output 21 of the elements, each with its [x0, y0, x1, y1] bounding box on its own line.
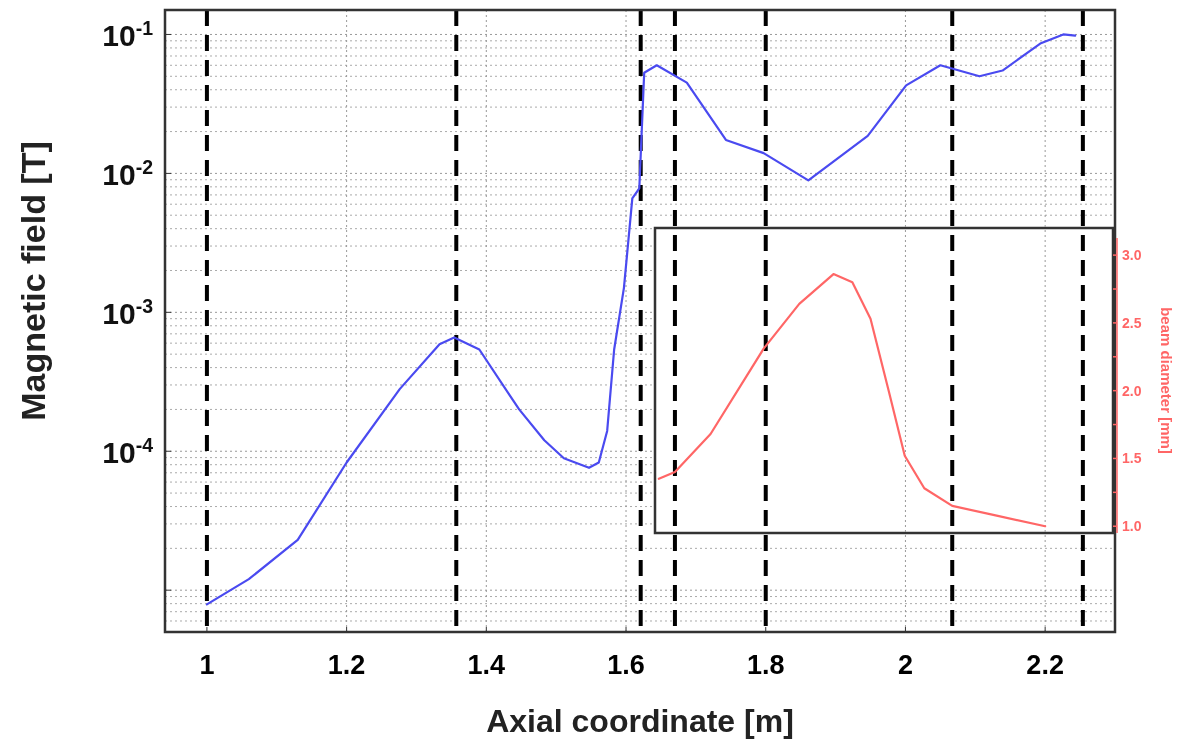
y2-axis-title: beam diameter [mm]: [1158, 307, 1175, 454]
x-tick-label: 1: [199, 650, 215, 680]
y2-tick-label: 3.0: [1122, 247, 1142, 264]
x-tick-label: 1.4: [467, 650, 506, 680]
y-tick-label: 10$^{-2}$: [102, 156, 154, 192]
y2-tick-label: 2.5: [1122, 314, 1142, 331]
x-tick-label: 1.8: [746, 650, 785, 680]
x-axis-title: Axial coordinate [m]: [486, 703, 794, 739]
y2-tick-label: 1.5: [1122, 450, 1142, 467]
y2-tick-label: 2.0: [1122, 382, 1142, 399]
y2-tick-label: 1.0: [1122, 518, 1142, 535]
y-tick-label: 10$^{-3}$: [102, 295, 154, 331]
x-tick-label: 1.6: [607, 650, 645, 680]
line-series: [657, 272, 1047, 528]
x-tick-label: 2: [897, 650, 913, 680]
y-tick-label: 10$^{-1}$: [102, 17, 154, 53]
y-tick-label: 10$^{-4}$: [102, 434, 154, 470]
y-axis-title: Magnetic field [T]: [14, 141, 52, 421]
x-tick-label: 1.2: [327, 650, 366, 680]
x-tick-label: 2.2: [1026, 650, 1064, 680]
line-series: [205, 33, 1077, 606]
